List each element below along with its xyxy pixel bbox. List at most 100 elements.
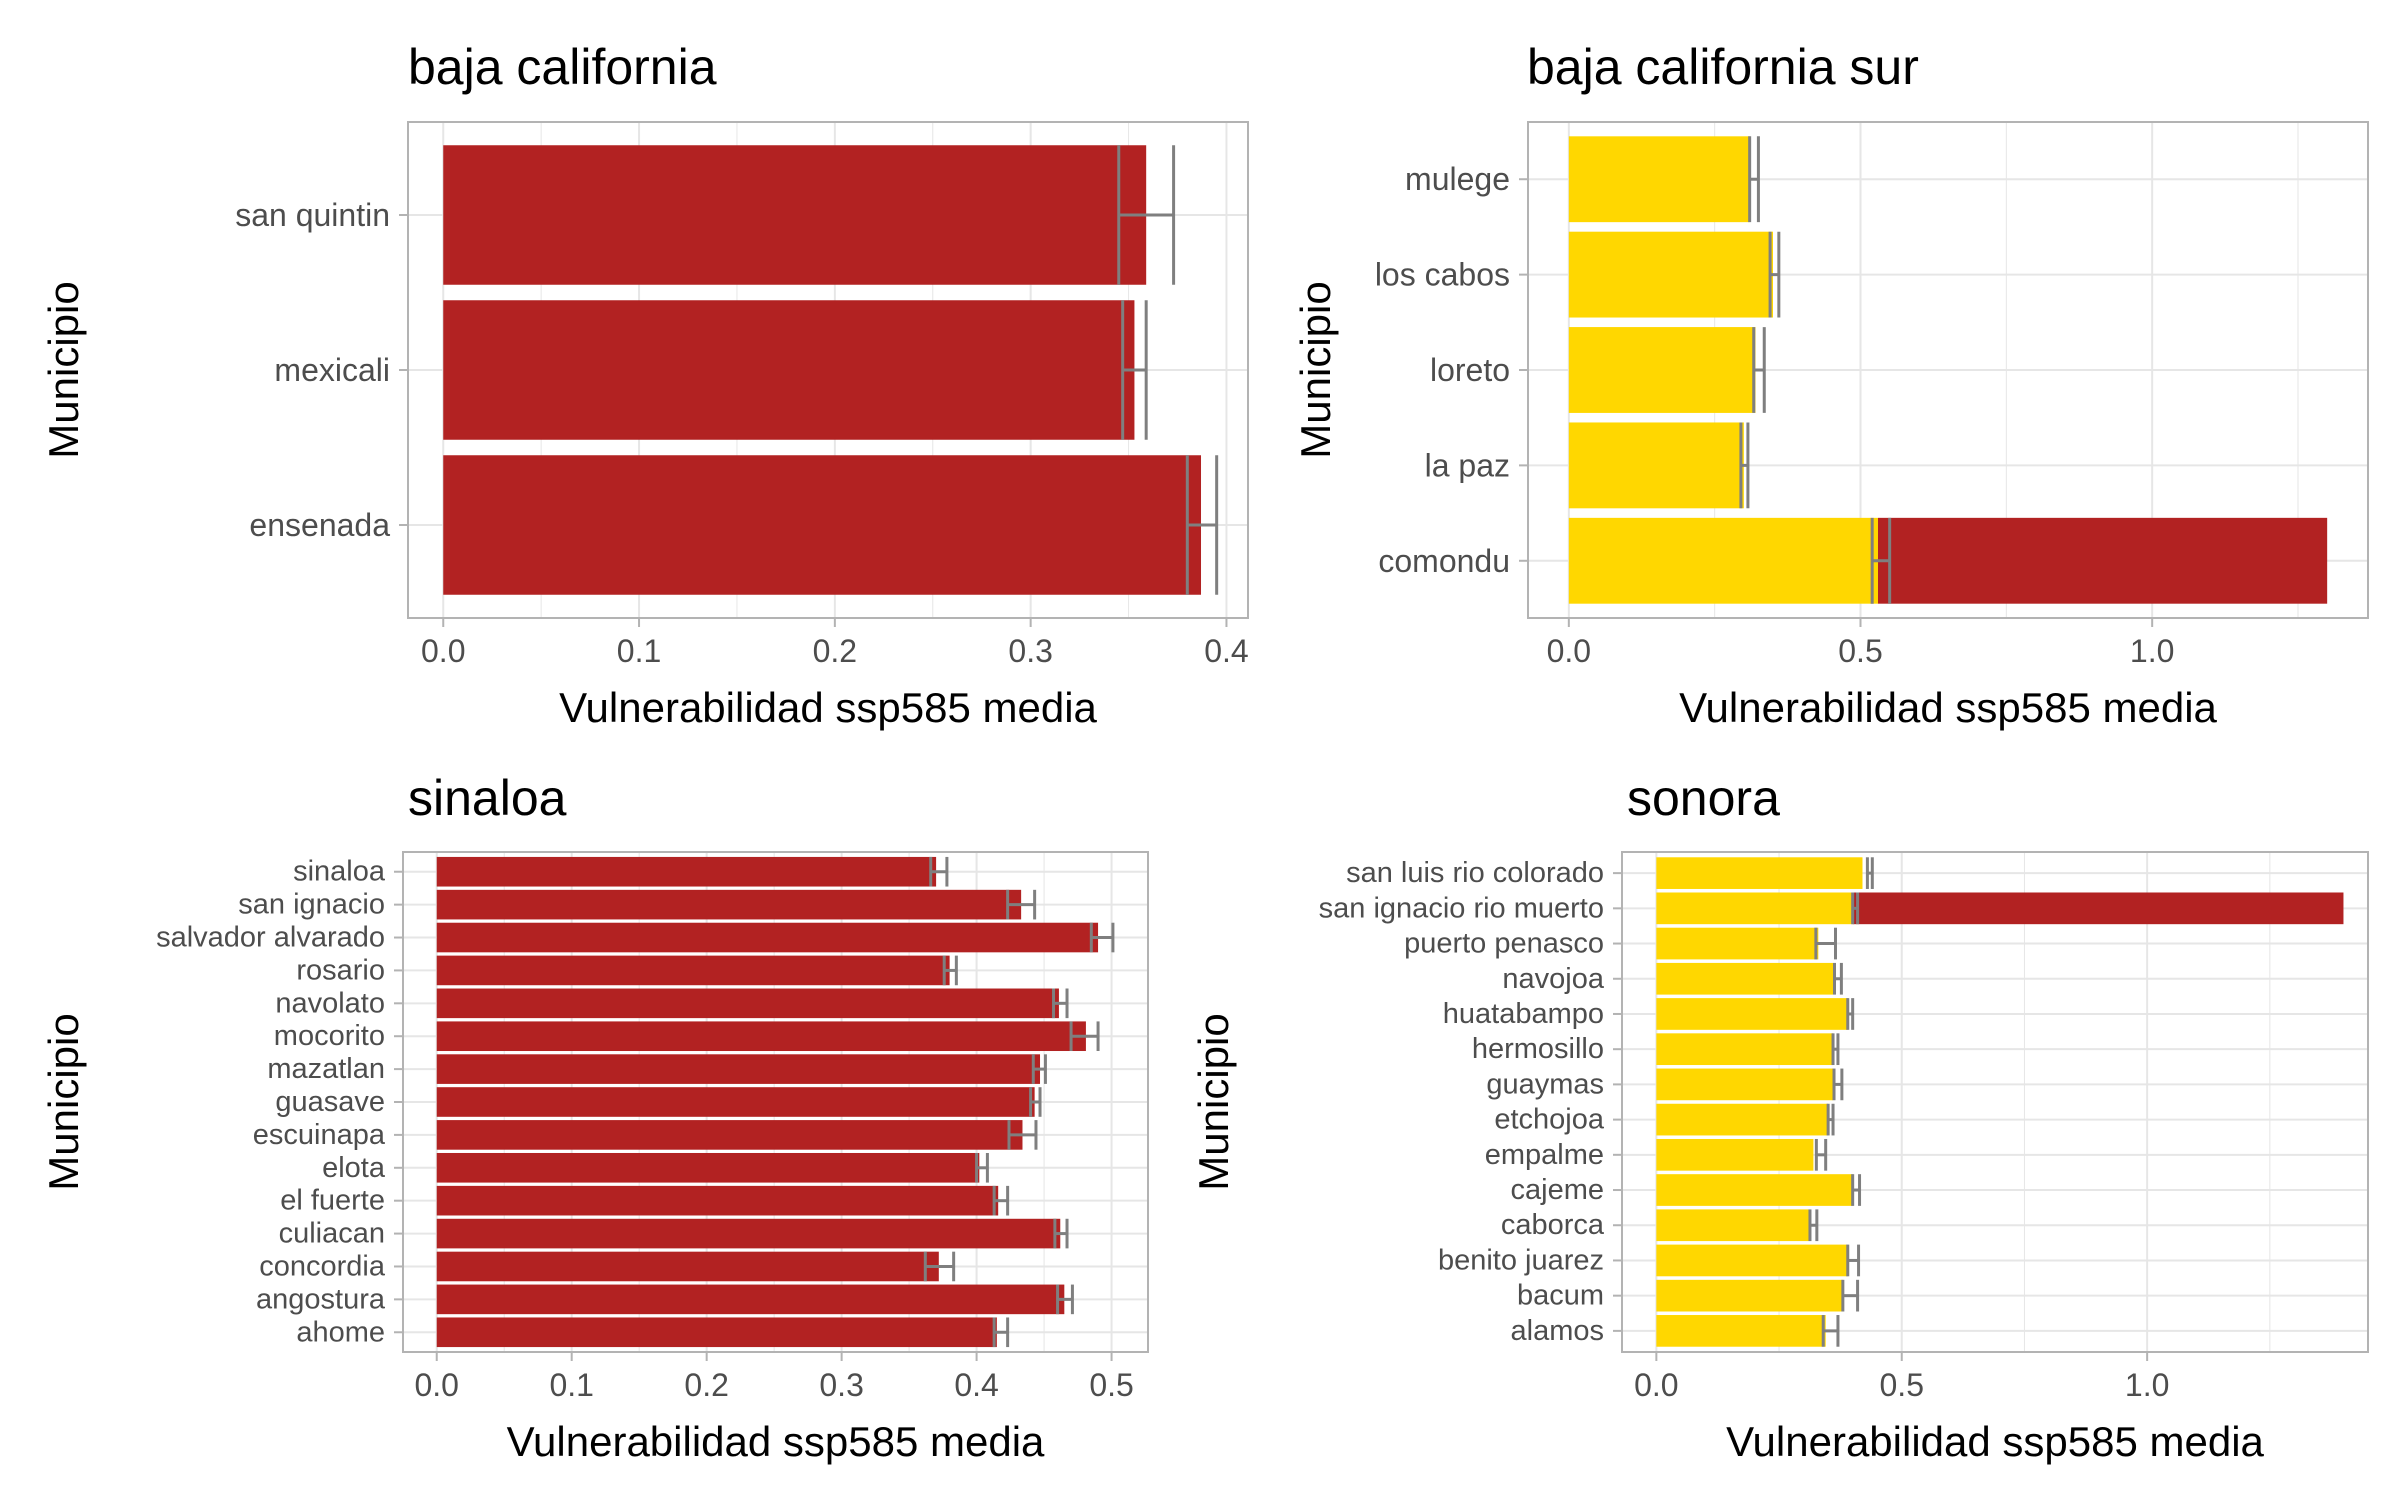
panel3-x-tick-label: 0.3 (819, 1367, 863, 1403)
panel1-y-tick-label: san quintin (235, 197, 390, 233)
panel4-y-tick-label: caborca (1501, 1209, 1605, 1241)
panel3-x-tick-label: 0.1 (549, 1367, 593, 1403)
panel3-bar-mazatlan-red (436, 1054, 1041, 1084)
panel2-bar-loreto-yellow (1568, 327, 1756, 413)
panel4-x-tick-label: 0.5 (1880, 1367, 1924, 1403)
panel4-y-tick-label: navojoa (1502, 963, 1604, 995)
panel4-bar-alamos-yellow (1656, 1315, 1826, 1347)
panel4-y-tick-label: huatabampo (1443, 998, 1604, 1030)
panel1-y-axis-title: Municipio (40, 281, 87, 458)
panel2-x-tick-label: 0.0 (1547, 633, 1591, 669)
panel4-bar-etchojoa-yellow (1656, 1103, 1829, 1136)
panel3-y-tick-label: sinaloa (293, 856, 386, 888)
panel3-bar-culiacan-red (436, 1218, 1061, 1249)
panel1-x-tick-label: 0.3 (1008, 633, 1052, 669)
panel4-y-tick-label: etchojoa (1494, 1104, 1605, 1136)
panel2-x-axis-title: Vulnerabilidad ssp585 media (1679, 684, 2217, 731)
panel1-bar-san-quintin-red (443, 145, 1147, 285)
panel4-x-tick-label: 1.0 (2125, 1367, 2169, 1403)
panel1-panel-title: baja california (408, 39, 717, 95)
panel3-y-tick-label: salvador alvarado (156, 922, 385, 954)
panel4-bar-hermosillo-yellow (1656, 1033, 1834, 1066)
panel4-bar-san-ignacio-rio-muerto-red (1852, 892, 2344, 925)
panel4-y-tick-label: cajeme (1511, 1174, 1605, 1206)
panel1-x-tick-label: 0.0 (421, 633, 465, 669)
panel4-bar-navojoa-yellow (1656, 962, 1834, 995)
panel4-bar-bacum-yellow (1656, 1279, 1843, 1312)
panel4-y-axis-title: Municipio (1190, 1013, 1237, 1190)
panel3-bar-el-fuerte-red (436, 1185, 999, 1216)
panel3-y-tick-label: elota (322, 1152, 386, 1184)
panel3-x-tick-label: 0.4 (954, 1367, 998, 1403)
panel2-x-tick-label: 0.5 (1838, 633, 1882, 669)
panel3-bar-ahome-red (436, 1317, 997, 1348)
panel4-bar-guaymas-yellow (1656, 1068, 1834, 1101)
panel2-bar-comondu-yellow (1568, 517, 1878, 604)
panel1-bar-mexicali-red (443, 300, 1135, 440)
panel2-bar-comondu-red (1878, 517, 2328, 604)
panel4-bar-san-luis-rio-colorado-yellow (1656, 857, 1863, 889)
panel3-y-tick-label: mocorito (274, 1020, 385, 1052)
panel3-y-axis-title: Municipio (40, 1013, 87, 1190)
panel4-y-tick-label: san luis rio colorado (1346, 857, 1604, 889)
panel1-y-tick-label: mexicali (274, 352, 390, 388)
panel2-y-tick-label: los cabos (1375, 257, 1510, 293)
panel2-bar-mulege-yellow (1568, 136, 1750, 223)
panel1-bar-ensenada-red (443, 455, 1202, 595)
panel3-x-tick-label: 0.0 (414, 1367, 458, 1403)
panel4-x-tick-label: 0.0 (1634, 1367, 1678, 1403)
panel3-y-tick-label: el fuerte (280, 1185, 385, 1217)
panel3-x-axis-title: Vulnerabilidad ssp585 media (507, 1418, 1045, 1465)
panel4-y-tick-label: san ignacio rio muerto (1319, 892, 1604, 924)
panel2-panel-title: baja california sur (1527, 39, 1919, 95)
panel4-plot-background (1622, 852, 2368, 1352)
panel3-y-tick-label: navolato (275, 987, 385, 1019)
panel2-y-tick-label: la paz (1425, 447, 1510, 483)
panel4-y-tick-label: empalme (1485, 1139, 1604, 1171)
panel2-bar-la-paz-yellow (1568, 422, 1744, 509)
panel3-y-tick-label: san ignacio (238, 889, 385, 921)
panel4-bar-empalme-yellow (1656, 1138, 1814, 1171)
panel2-y-tick-label: mulege (1405, 161, 1510, 197)
panel2-y-tick-label: loreto (1430, 352, 1510, 388)
panel1-x-tick-label: 0.1 (617, 633, 661, 669)
panel3-bar-mocorito-red (436, 1021, 1086, 1052)
panel4-y-tick-label: puerto penasco (1404, 928, 1604, 960)
panel4-y-tick-label: guaymas (1486, 1068, 1604, 1100)
panel3-bar-rosario-red (436, 955, 950, 986)
panel3-bar-escuinapa-red (436, 1120, 1023, 1150)
panel3-bar-salvador-alvarado-red (436, 922, 1099, 953)
panel4-y-tick-label: bacum (1517, 1280, 1604, 1312)
panel2-y-tick-label: comondu (1378, 543, 1510, 579)
panel3-bar-elota-red (436, 1152, 980, 1183)
panel3-bar-san-ignacio-red (436, 889, 1022, 920)
panel3-y-tick-label: concordia (259, 1250, 386, 1282)
panel3-y-tick-label: escuinapa (253, 1119, 386, 1151)
panel3-x-tick-label: 0.2 (684, 1367, 728, 1403)
panel3-y-tick-label: mazatlan (267, 1053, 385, 1085)
panel4-y-tick-label: hermosillo (1472, 1033, 1604, 1065)
panel3-bar-navolato-red (436, 988, 1059, 1019)
panel4-y-tick-label: alamos (1511, 1315, 1605, 1347)
panel1-x-tick-label: 0.2 (813, 633, 857, 669)
panel4-bar-caborca-yellow (1656, 1209, 1809, 1242)
panel3-y-tick-label: culiacan (279, 1218, 385, 1250)
panel3-bar-angostura-red (436, 1284, 1065, 1315)
panel3-y-tick-label: angostura (256, 1283, 386, 1315)
panel3-bar-sinaloa-red (436, 856, 937, 887)
panel1-x-axis-title: Vulnerabilidad ssp585 media (559, 684, 1097, 731)
panel2-y-axis-title: Municipio (1292, 281, 1339, 458)
panel1-y-tick-label: ensenada (249, 507, 390, 543)
panel4-bar-cajeme-yellow (1656, 1174, 1853, 1206)
panel4-x-axis-title: Vulnerabilidad ssp585 media (1726, 1418, 2264, 1465)
panel3-x-tick-label: 0.5 (1089, 1367, 1133, 1403)
panel3-y-tick-label: guasave (275, 1086, 385, 1118)
panel4-bar-benito-juarez-yellow (1656, 1244, 1848, 1277)
panel2-bar-los-cabos-yellow (1568, 231, 1773, 318)
panel4-panel-border (1621, 851, 2369, 1353)
panel1-x-tick-label: 0.4 (1204, 633, 1248, 669)
panel3-bar-concordia-red (436, 1251, 939, 1282)
panel4-y-tick-label: benito juarez (1438, 1244, 1604, 1276)
